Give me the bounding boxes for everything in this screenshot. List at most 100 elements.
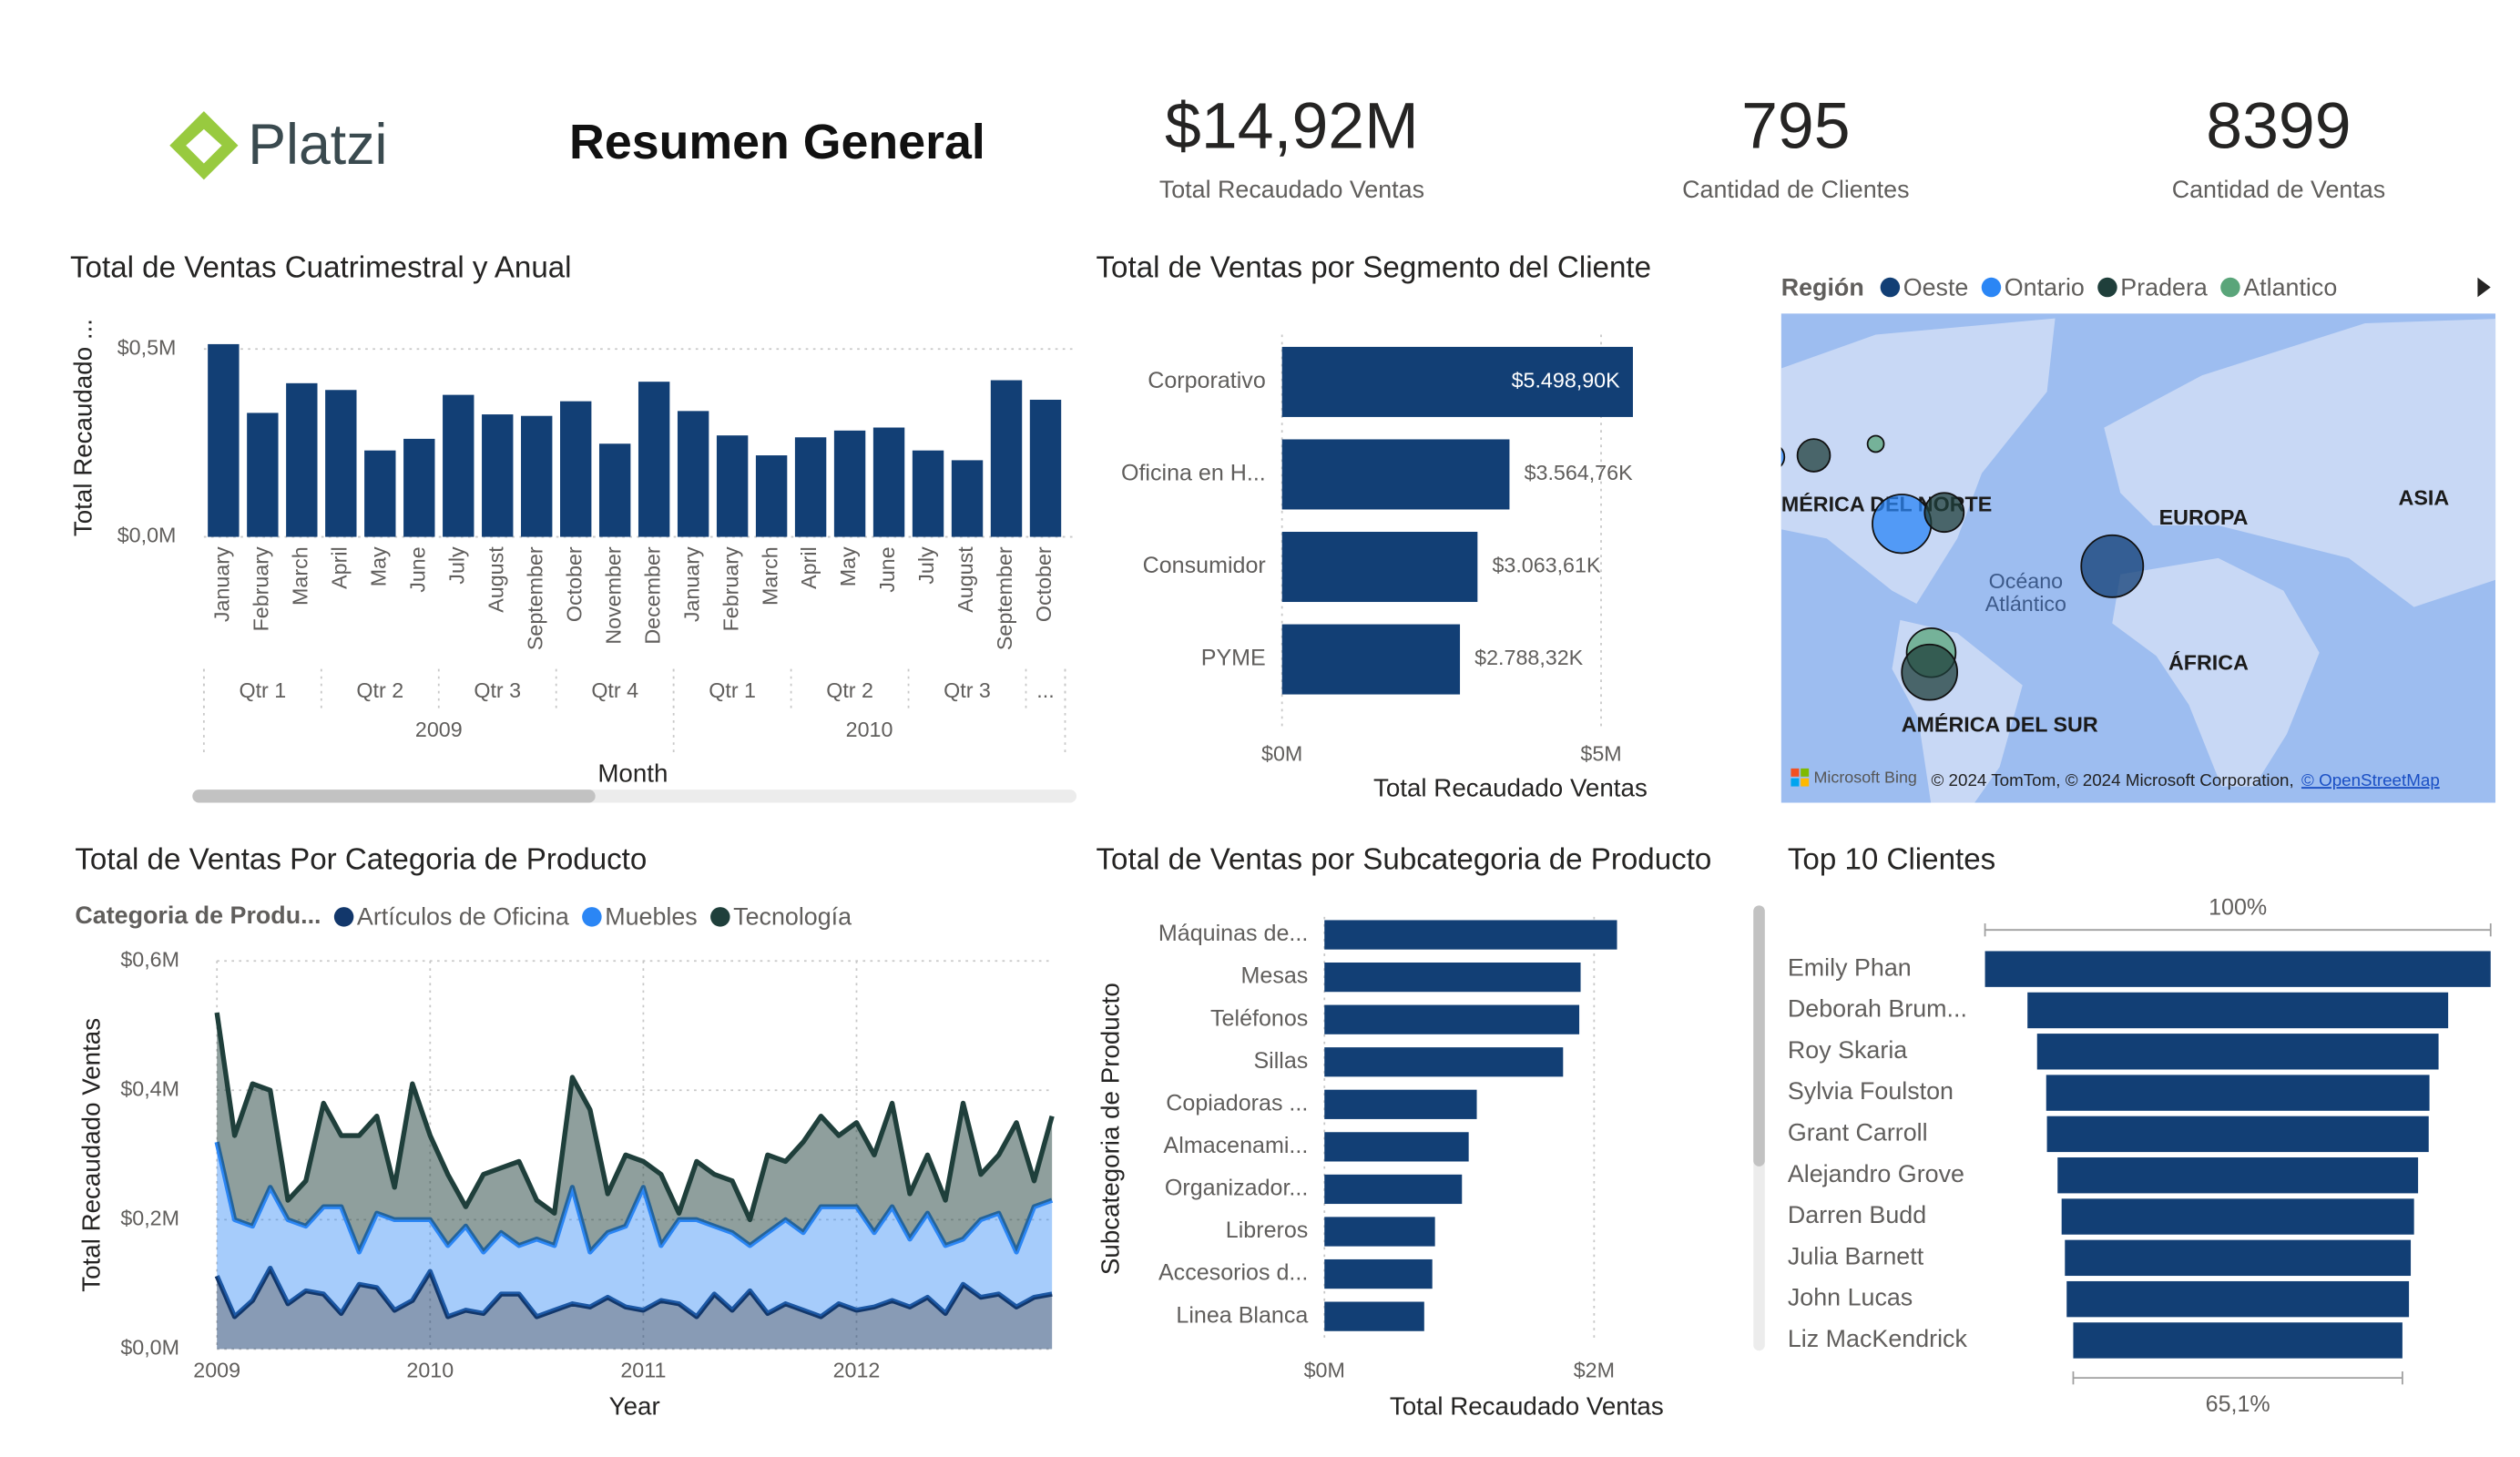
y-tick-label: Oficina en H... bbox=[1121, 461, 1266, 486]
funnel-bar bbox=[2066, 1280, 2410, 1318]
y-tick-label: $0,4M bbox=[120, 1076, 179, 1100]
attribution-link[interactable]: © OpenStreetMap bbox=[2301, 770, 2440, 790]
kpi-value: $14,92M bbox=[1165, 90, 1419, 163]
legend-label: Artículos de Oficina bbox=[357, 903, 569, 931]
x-axis-label: Month bbox=[597, 759, 668, 787]
bing-logo bbox=[1791, 768, 1800, 777]
bar bbox=[364, 450, 396, 537]
x-tick-label: $0M bbox=[1304, 1359, 1345, 1382]
map-label: Océano bbox=[1989, 569, 2064, 593]
bar bbox=[1324, 1301, 1424, 1331]
funnel-bar bbox=[2046, 1116, 2429, 1153]
bubble bbox=[1866, 434, 1885, 453]
legend-label: Atlantico bbox=[2243, 273, 2337, 301]
bubble bbox=[2080, 534, 2145, 598]
bar bbox=[716, 435, 749, 537]
bar bbox=[794, 437, 827, 537]
bubble bbox=[1901, 643, 1959, 701]
land bbox=[2104, 319, 2496, 607]
y-tick-label: Organizador... bbox=[1165, 1176, 1308, 1201]
category-label: Darren Budd bbox=[1788, 1201, 1926, 1228]
scrollbar-thumb[interactable] bbox=[1753, 905, 1765, 1167]
x-tick-label: February bbox=[719, 546, 742, 631]
bubble bbox=[1923, 492, 1965, 534]
legend-label: Tecnología bbox=[733, 903, 852, 931]
bubbles bbox=[1780, 434, 2145, 701]
y-tick-label: Máquinas de... bbox=[1158, 921, 1308, 946]
bar bbox=[1324, 1132, 1469, 1162]
logo: Platzi bbox=[169, 111, 387, 180]
x-tick-label: February bbox=[249, 546, 272, 631]
category-label: Deborah Brum... bbox=[1788, 995, 1967, 1023]
y-tick-label: Teléfonos bbox=[1210, 1005, 1308, 1031]
data-label: $3.063,61K bbox=[1492, 554, 1601, 577]
bar bbox=[1324, 1047, 1564, 1077]
land bbox=[2112, 557, 2320, 787]
x-tick-label: October bbox=[562, 546, 586, 622]
x-tick-label: November bbox=[601, 546, 625, 645]
map-canvas: AMÉRICA DEL NORTE EUROPA ASIA Océano Atl… bbox=[1780, 313, 2496, 803]
data-label: 100% bbox=[2209, 895, 2267, 921]
legend-arrow[interactable] bbox=[2477, 277, 2491, 298]
kpi-value: 8399 bbox=[2206, 90, 2351, 163]
legend-marker bbox=[710, 907, 730, 927]
y-tick-label: Consumidor bbox=[1143, 553, 1266, 578]
bar bbox=[638, 382, 670, 537]
y-axis-label: Total Recaudado ... bbox=[68, 319, 97, 536]
page-title: Resumen General bbox=[569, 115, 985, 169]
quarters-label: Qtr 2 bbox=[356, 678, 403, 702]
legend-marker bbox=[2097, 277, 2117, 298]
scrollbar-thumb[interactable] bbox=[192, 790, 596, 803]
y-tick-label: Corporativo bbox=[1148, 368, 1266, 393]
legend-marker bbox=[1880, 277, 1901, 298]
legend-marker bbox=[2220, 277, 2240, 298]
quarters-label: Qtr 3 bbox=[944, 678, 991, 702]
bar bbox=[247, 413, 279, 537]
x-axis-label: Year bbox=[609, 1391, 660, 1420]
x-axis-label: Total Recaudado Ventas bbox=[1390, 1391, 1664, 1420]
y-tick-label: Almacenami... bbox=[1164, 1133, 1309, 1158]
x-tick-label: 2010 bbox=[406, 1359, 454, 1382]
y-axis-label: Subcategoria de Producto bbox=[1097, 983, 1125, 1275]
map-label: Atlántico bbox=[1985, 592, 2066, 616]
bar bbox=[755, 455, 788, 537]
legend-marker bbox=[333, 907, 354, 927]
bar bbox=[1324, 1089, 1477, 1119]
x-tick-label: $5M bbox=[1580, 742, 1621, 766]
category-label: Grant Carroll bbox=[1788, 1119, 1928, 1146]
bar bbox=[482, 414, 514, 537]
x-tick-label: March bbox=[758, 546, 781, 606]
bubble bbox=[1872, 494, 1933, 555]
x-tick-label: September bbox=[993, 546, 1016, 650]
category-label: Julia Barnett bbox=[1788, 1242, 1924, 1269]
data-label: $2.788,32K bbox=[1474, 646, 1584, 669]
kpi-caption: Total Recaudado Ventas bbox=[1159, 176, 1424, 203]
funnel-bar bbox=[2065, 1239, 2412, 1277]
bubble bbox=[1796, 438, 1831, 473]
funnel-bar bbox=[1984, 951, 2491, 987]
legend-title: Región bbox=[1781, 273, 1864, 301]
y-tick-label: Libreros bbox=[1226, 1218, 1309, 1243]
x-tick-label: August bbox=[484, 546, 507, 613]
x-tick-label: $0M bbox=[1261, 742, 1302, 766]
x-tick-label: $2M bbox=[1574, 1359, 1615, 1382]
logo-icon bbox=[169, 111, 239, 180]
bar bbox=[403, 438, 435, 537]
funnel-bar bbox=[2027, 992, 2449, 1029]
x-tick-label: March bbox=[288, 546, 311, 606]
chart-title: Total de Ventas por Subcategoria de Prod… bbox=[1097, 843, 1712, 877]
y-tick-label: Sillas bbox=[1253, 1048, 1308, 1074]
map: Región AMÉRICA DEL NORTE EUROPA ASIA Océ… bbox=[1780, 273, 2496, 803]
x-axis-label: Total Recaudado Ventas bbox=[1373, 773, 1648, 801]
bar bbox=[1324, 1174, 1463, 1205]
legend-label: Ontario bbox=[2005, 273, 2085, 301]
x-tick-label: 2012 bbox=[833, 1359, 881, 1382]
x-tick-label: June bbox=[405, 546, 429, 592]
category-label: Roy Skaria bbox=[1788, 1036, 1907, 1064]
category-label: John Lucas bbox=[1788, 1284, 1913, 1311]
data-label: 65,1% bbox=[2206, 1391, 2270, 1417]
legend-label: Pradera bbox=[2120, 273, 2208, 301]
chart-title: Top 10 Clientes bbox=[1788, 843, 1995, 877]
bar bbox=[1324, 1258, 1433, 1289]
